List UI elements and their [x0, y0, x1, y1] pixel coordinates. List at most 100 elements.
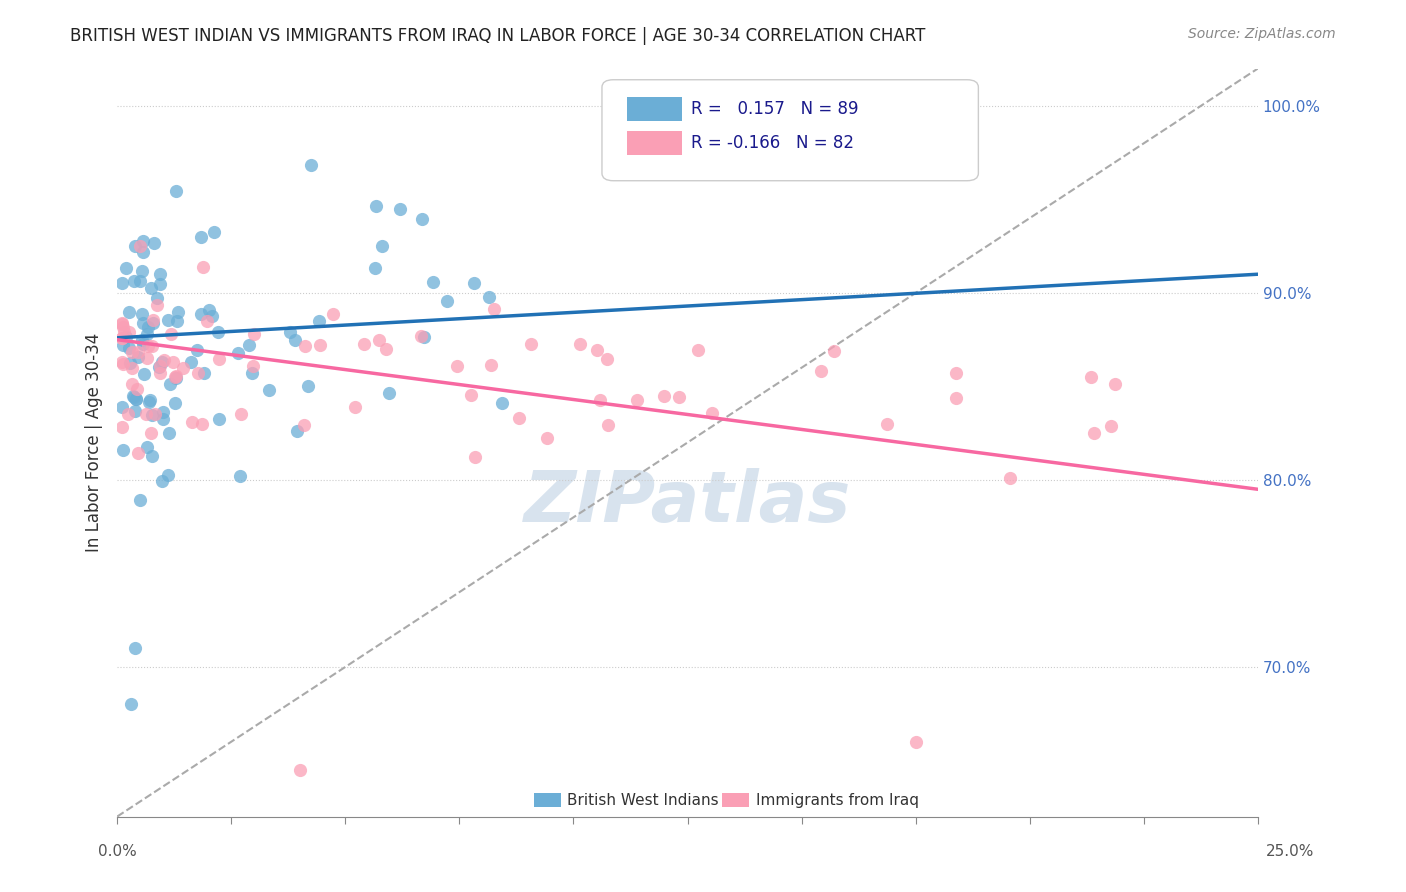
Point — [111, 331, 134, 345]
Point — [111, 320, 134, 334]
Point — [945, 391, 967, 405]
Point — [491, 396, 513, 410]
Point — [132, 245, 155, 260]
Point — [111, 331, 134, 345]
Point — [150, 354, 173, 368]
Point — [190, 230, 212, 244]
Point — [569, 336, 592, 351]
Point — [165, 371, 187, 385]
Point — [127, 344, 149, 359]
Point — [297, 379, 319, 393]
Point — [118, 341, 141, 355]
Point — [181, 415, 204, 429]
Point — [193, 260, 215, 275]
Point — [167, 305, 190, 319]
Point — [596, 418, 619, 433]
Point — [299, 158, 322, 172]
Point — [226, 346, 249, 360]
Point — [186, 366, 208, 380]
Point — [278, 326, 301, 340]
Point — [150, 474, 173, 488]
Point — [810, 364, 832, 378]
Point — [124, 404, 146, 418]
Point — [412, 330, 434, 344]
Point — [242, 359, 264, 373]
Point — [131, 307, 153, 321]
Point — [366, 198, 388, 212]
Point — [131, 264, 153, 278]
Point — [159, 376, 181, 391]
Point — [292, 417, 315, 432]
Point — [120, 356, 142, 370]
Text: R =   0.157   N = 89: R = 0.157 N = 89 — [690, 100, 859, 118]
Point — [446, 359, 468, 373]
Point — [121, 360, 143, 375]
Point — [201, 310, 224, 324]
Point — [117, 326, 139, 340]
Point — [1080, 369, 1102, 384]
Point — [686, 343, 709, 358]
Point — [1083, 425, 1105, 440]
Point — [700, 406, 723, 420]
Point — [596, 351, 619, 366]
Point — [364, 261, 387, 276]
Point — [153, 353, 176, 368]
Point — [668, 390, 690, 404]
Point — [191, 417, 214, 431]
Point — [112, 357, 135, 371]
Point — [152, 404, 174, 418]
Point — [208, 351, 231, 366]
Bar — [627, 130, 682, 154]
Point — [146, 298, 169, 312]
Point — [132, 368, 155, 382]
Point — [193, 366, 215, 380]
Point — [111, 277, 134, 291]
Point — [145, 407, 167, 421]
Bar — [721, 793, 749, 806]
Point — [118, 305, 141, 319]
Point — [149, 277, 172, 291]
Point — [1104, 377, 1126, 392]
Point — [626, 392, 648, 407]
Point — [508, 411, 530, 425]
Point — [127, 350, 149, 364]
Point — [111, 442, 134, 457]
Point — [141, 409, 163, 423]
Point — [142, 313, 165, 327]
Point — [115, 260, 138, 275]
Point — [308, 314, 330, 328]
Text: ZIPatlas: ZIPatlas — [524, 468, 851, 537]
Point — [1000, 471, 1022, 485]
Point — [378, 385, 401, 400]
Point — [142, 317, 165, 331]
Point — [586, 343, 609, 357]
Point — [131, 234, 153, 248]
Bar — [627, 97, 682, 121]
Point — [536, 431, 558, 445]
Point — [132, 336, 155, 351]
Point — [257, 383, 280, 397]
Point — [122, 388, 145, 402]
Point — [288, 763, 311, 777]
Point — [238, 337, 260, 351]
Point — [463, 276, 485, 290]
Point — [156, 313, 179, 327]
Point — [370, 239, 392, 253]
Point — [142, 236, 165, 251]
Point — [229, 469, 252, 483]
Point — [186, 343, 208, 358]
Point — [111, 317, 134, 331]
Point — [208, 411, 231, 425]
Point — [139, 280, 162, 294]
Point — [127, 446, 149, 460]
Point — [368, 333, 391, 347]
Point — [125, 392, 148, 407]
Point — [125, 382, 148, 396]
Point — [389, 202, 412, 216]
Point — [124, 239, 146, 253]
Point — [322, 308, 344, 322]
Point — [207, 325, 229, 339]
Text: Source: ZipAtlas.com: Source: ZipAtlas.com — [1188, 27, 1336, 41]
Text: 25.0%: 25.0% — [1267, 845, 1315, 859]
Text: BRITISH WEST INDIAN VS IMMIGRANTS FROM IRAQ IN LABOR FORCE | AGE 30-34 CORRELATI: BRITISH WEST INDIAN VS IMMIGRANTS FROM I… — [70, 27, 925, 45]
